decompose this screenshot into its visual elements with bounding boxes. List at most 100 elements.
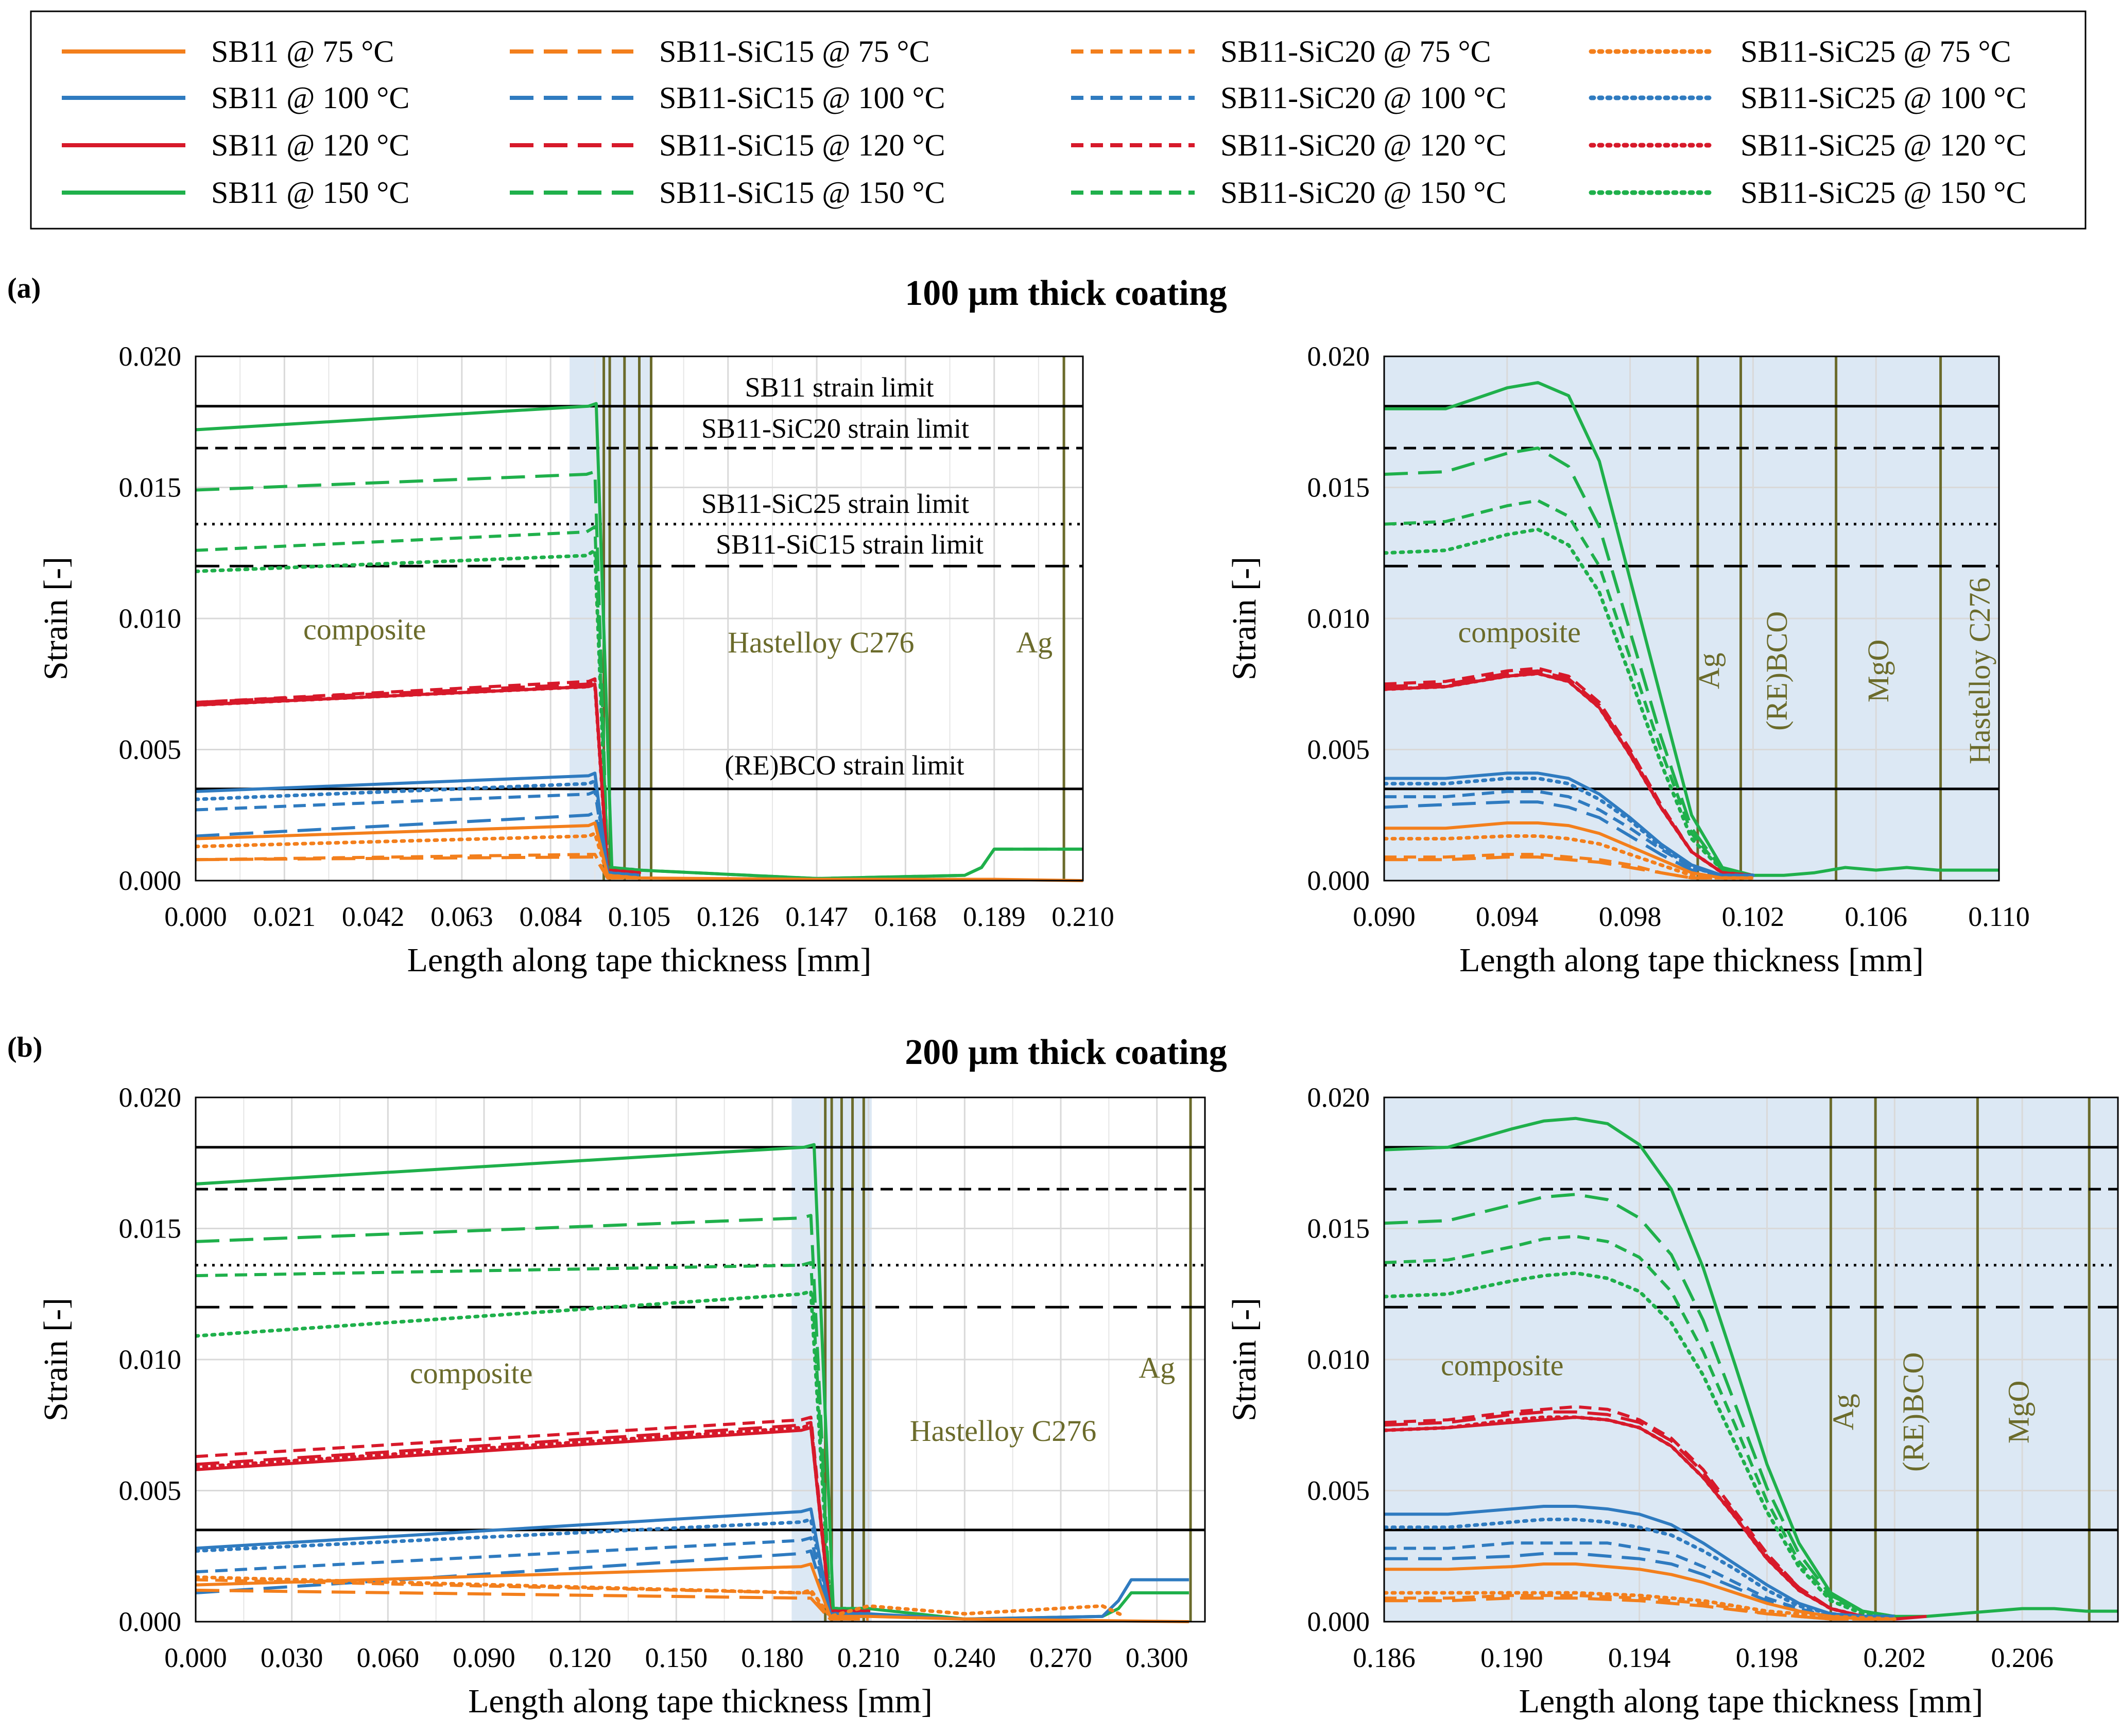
y-tick-label: 0.020 — [1307, 1082, 1370, 1113]
zone-label: Ag — [1016, 626, 1053, 659]
x-tick-label: 0.210 — [1052, 901, 1114, 932]
strain-limit-label: SB11-SiC20 strain limit — [701, 413, 969, 444]
x-tick-label: 0.063 — [430, 901, 493, 932]
legend-label: SB11-SiC15 @ 100 °C — [659, 81, 945, 115]
y-tick-label: 0.015 — [119, 472, 182, 503]
series-line — [196, 1143, 1189, 1621]
x-tick-label: 0.110 — [1968, 901, 2030, 932]
y-tick-label: 0.010 — [119, 1344, 182, 1375]
series-line — [196, 548, 641, 872]
series-line — [196, 470, 1083, 880]
x-tick-label: 0.194 — [1608, 1642, 1671, 1673]
x-tick-label: 0.147 — [785, 901, 848, 932]
x-axis-label: Length along tape thickness [mm] — [1519, 1682, 1984, 1720]
chart-a-right: composite Ag (RE)BCO MgO Hastelloy C276 0.090… — [1226, 341, 2030, 979]
series-line — [1384, 1193, 1895, 1618]
series-group — [196, 1143, 1189, 1623]
legend-label: SB11-SiC15 @ 120 °C — [659, 128, 945, 162]
strain-limit-label: SB11 strain limit — [745, 372, 934, 403]
y-axis-label: Strain [-] — [1226, 557, 1263, 680]
x-tick-label: 0.150 — [645, 1642, 708, 1673]
zone-label: composite — [1458, 615, 1580, 649]
x-tick-label: 0.240 — [934, 1642, 996, 1673]
series-line — [1384, 771, 1753, 877]
legend-label: SB11-SiC20 @ 100 °C — [1220, 81, 1506, 115]
series-line — [1384, 1116, 2118, 1618]
x-tick-label: 0.090 — [1353, 901, 1416, 932]
plot-frame — [1383, 355, 2000, 882]
zone-label: (RE)BCO — [1897, 1352, 1930, 1472]
series-line — [196, 1290, 871, 1611]
x-tick-label: 0.206 — [1991, 1642, 2054, 1673]
series-line — [1384, 1415, 1897, 1621]
series-line — [196, 1575, 1127, 1619]
x-tick-label: 0.190 — [1480, 1642, 1543, 1673]
legend-label: SB11 @ 120 °C — [211, 128, 409, 162]
x-tick-label: 0.189 — [963, 901, 1026, 932]
y-tick-label: 0.000 — [119, 1606, 182, 1637]
panel-letter-b: (b) — [7, 1032, 42, 1063]
series-line — [196, 677, 640, 874]
zone-label: Hastelloy C276 — [728, 626, 914, 659]
y-tick-label: 0.020 — [1307, 341, 1370, 372]
series-line — [1384, 381, 1999, 877]
x-tick-label: 0.060 — [357, 1642, 420, 1673]
legend-label: SB11-SiC20 @ 75 °C — [1220, 35, 1491, 68]
series-line — [1384, 527, 1755, 878]
strain-limit-label: SB11-SiC15 strain limit — [716, 529, 984, 560]
series-line — [196, 779, 641, 878]
y-tick-label: 0.005 — [1307, 734, 1370, 765]
x-tick-label: 0.102 — [1722, 901, 1785, 932]
panel-title-b: 200 µm thick coating — [905, 1033, 1227, 1072]
series-line — [1384, 1518, 1897, 1619]
legend-label: SB11 @ 75 °C — [211, 35, 394, 68]
x-tick-label: 0.126 — [697, 901, 760, 932]
strain-limit-label: SB11-SiC25 strain limit — [701, 488, 969, 519]
x-tick-label: 0.000 — [164, 1642, 227, 1673]
strain-limit-label: (RE)BCO strain limit — [725, 750, 964, 781]
series-line — [1384, 834, 1755, 880]
legend-label: SB11-SiC15 @ 150 °C — [659, 176, 945, 210]
zone-label: MgO — [2002, 1381, 2036, 1443]
zone-label: Hastelloy C276 — [1963, 578, 1996, 764]
series-line — [1384, 1591, 1897, 1621]
y-tick-label: 0.020 — [119, 341, 182, 372]
panel-title-a: 100 µm thick coating — [905, 273, 1227, 313]
y-tick-label: 0.015 — [1307, 1213, 1370, 1244]
series-line — [1384, 777, 1755, 878]
y-tick-label: 0.000 — [1307, 865, 1370, 896]
zone-label: Ag — [1826, 1394, 1860, 1430]
y-tick-label: 0.015 — [1307, 472, 1370, 503]
zone-label: (RE)BCO — [1760, 611, 1794, 731]
series-line — [1384, 1541, 1895, 1621]
y-axis-label: Strain [-] — [37, 557, 75, 680]
x-tick-label: 0.084 — [519, 901, 582, 932]
legend-label: SB11-SiC20 @ 120 °C — [1220, 128, 1506, 162]
series-line — [196, 831, 641, 880]
y-tick-label: 0.010 — [1307, 603, 1370, 634]
x-tick-label: 0.098 — [1599, 901, 1662, 932]
zone-label: Ag — [1693, 652, 1726, 689]
series-line — [1384, 1271, 1897, 1619]
zone-label: composite — [303, 613, 426, 646]
legend-label: SB11-SiC25 @ 120 °C — [1740, 128, 2026, 162]
x-tick-label: 0.105 — [608, 901, 671, 932]
x-tick-label: 0.270 — [1029, 1642, 1092, 1673]
zone-label: composite — [1441, 1349, 1563, 1382]
zone-label: Ag — [1139, 1351, 1175, 1385]
legend-label: SB11-SiC25 @ 75 °C — [1740, 35, 2011, 68]
y-tick-label: 0.020 — [119, 1082, 182, 1113]
x-tick-label: 0.198 — [1736, 1642, 1799, 1673]
y-tick-label: 0.010 — [119, 603, 182, 634]
series-line — [196, 1562, 1189, 1623]
plot-frame — [1383, 1096, 2119, 1623]
x-axis-label: Length along tape thickness [mm] — [407, 941, 872, 979]
x-tick-label: 0.106 — [1845, 901, 1907, 932]
series-line — [196, 682, 641, 875]
series-line — [1384, 446, 1753, 877]
y-tick-label: 0.010 — [1307, 1344, 1370, 1375]
x-tick-label: 0.094 — [1476, 901, 1539, 932]
panel-letter-a: (a) — [7, 272, 41, 304]
zone-label: Hastelloy C276 — [910, 1414, 1096, 1448]
